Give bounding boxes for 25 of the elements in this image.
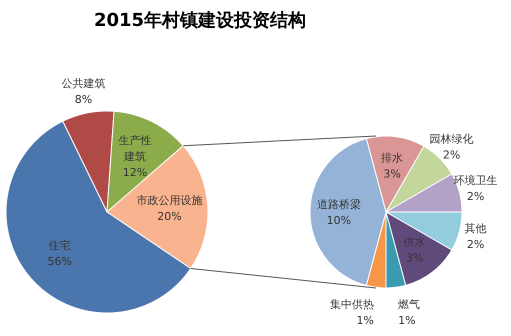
slice-label: 公共建筑 [61, 77, 106, 90]
slice-label: 生产性建筑 [118, 134, 152, 163]
slice-label: 集中供热 [330, 298, 374, 311]
slice-label: 园林绿化 [430, 132, 474, 146]
data-label: 8% [74, 93, 92, 106]
slice-label: 道路桥梁 [316, 198, 361, 211]
slice-label: 燃气 [398, 298, 420, 311]
data-label: 56% [48, 255, 72, 268]
data-label: 2% [466, 238, 484, 251]
slice-label: 其他 [464, 222, 487, 235]
data-label: 2% [466, 190, 484, 203]
data-label: 2% [442, 148, 460, 162]
slice-label: 环境卫生 [454, 174, 498, 187]
data-label: 1% [398, 314, 416, 327]
data-label: 3% [383, 167, 401, 180]
data-label: 3% [406, 251, 424, 264]
chart-title: 2015年村镇建设投资结构 [94, 10, 306, 31]
slice-label: 排水 [381, 151, 404, 164]
data-label: 12% [122, 166, 148, 179]
data-label: 20% [157, 210, 182, 224]
slice-label: 住宅 [48, 239, 71, 252]
data-label: 1% [356, 314, 374, 327]
slice-label: 供水 [404, 235, 426, 248]
data-label: 10% [326, 214, 352, 227]
slice-label: 市政公用设施 [136, 194, 203, 208]
